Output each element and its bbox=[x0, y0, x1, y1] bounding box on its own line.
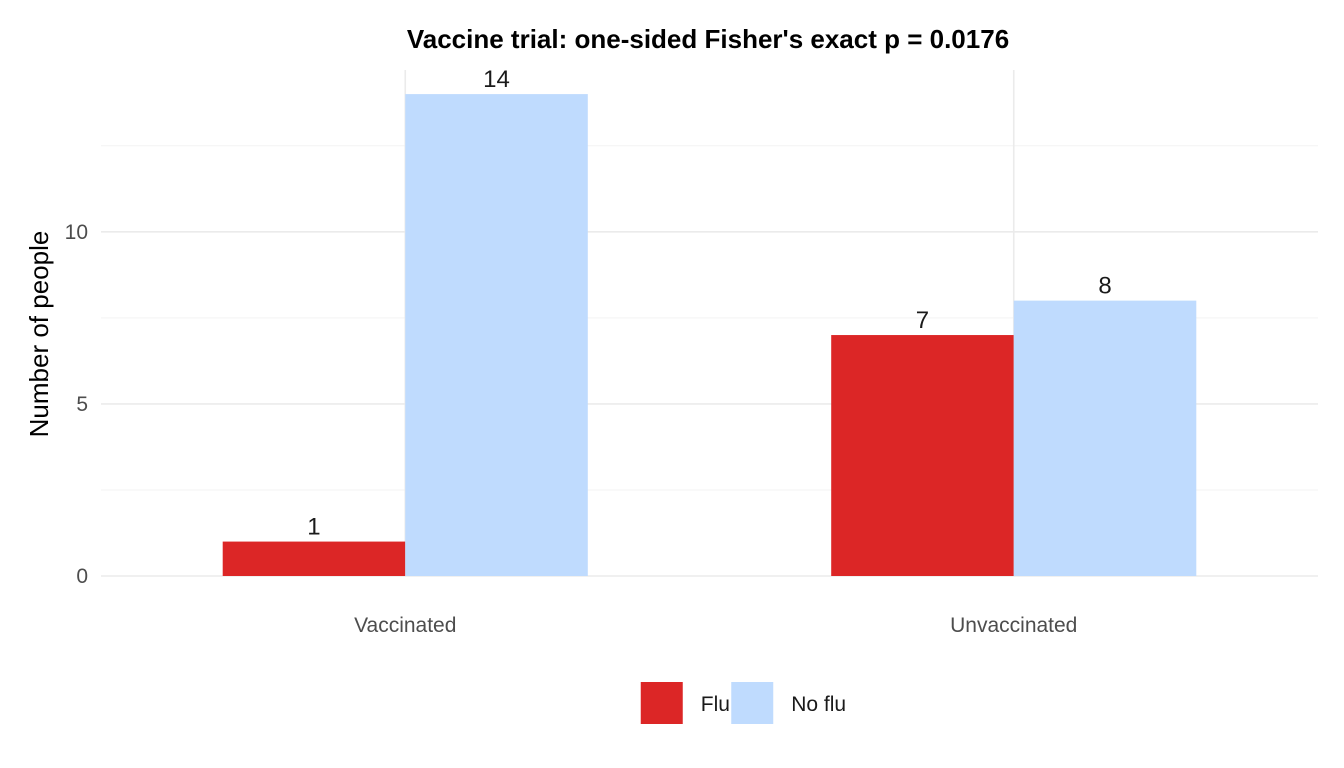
legend-key bbox=[731, 682, 774, 724]
chart-title: Vaccine trial: one-sided Fisher's exact … bbox=[407, 24, 1009, 54]
data-label: 1 bbox=[307, 514, 320, 541]
bar bbox=[222, 541, 406, 576]
data-label: 14 bbox=[483, 66, 510, 93]
bar bbox=[1013, 300, 1197, 576]
data-label: 7 bbox=[916, 307, 929, 334]
y-tick-label: 0 bbox=[76, 565, 88, 588]
legend-key bbox=[640, 682, 683, 724]
bar bbox=[831, 335, 1014, 576]
x-tick-label: Unvaccinated bbox=[950, 614, 1077, 637]
bar bbox=[405, 94, 588, 576]
y-axis-title: Number of people bbox=[24, 231, 54, 438]
y-tick-label: 5 bbox=[76, 393, 88, 416]
data-labels: 1 14 7 8 bbox=[307, 66, 1111, 540]
data-label: 8 bbox=[1098, 273, 1111, 300]
x-axis-ticks: Vaccinated Unvaccinated bbox=[354, 614, 1077, 637]
y-tick-label: 10 bbox=[65, 221, 88, 244]
legend: Flu No flu bbox=[640, 682, 846, 724]
legend-label: No flu bbox=[791, 693, 846, 716]
x-tick-label: Vaccinated bbox=[354, 614, 456, 637]
y-axis-ticks: 0 5 10 bbox=[65, 221, 88, 588]
bars bbox=[222, 94, 1197, 576]
legend-label: Flu bbox=[701, 693, 730, 716]
